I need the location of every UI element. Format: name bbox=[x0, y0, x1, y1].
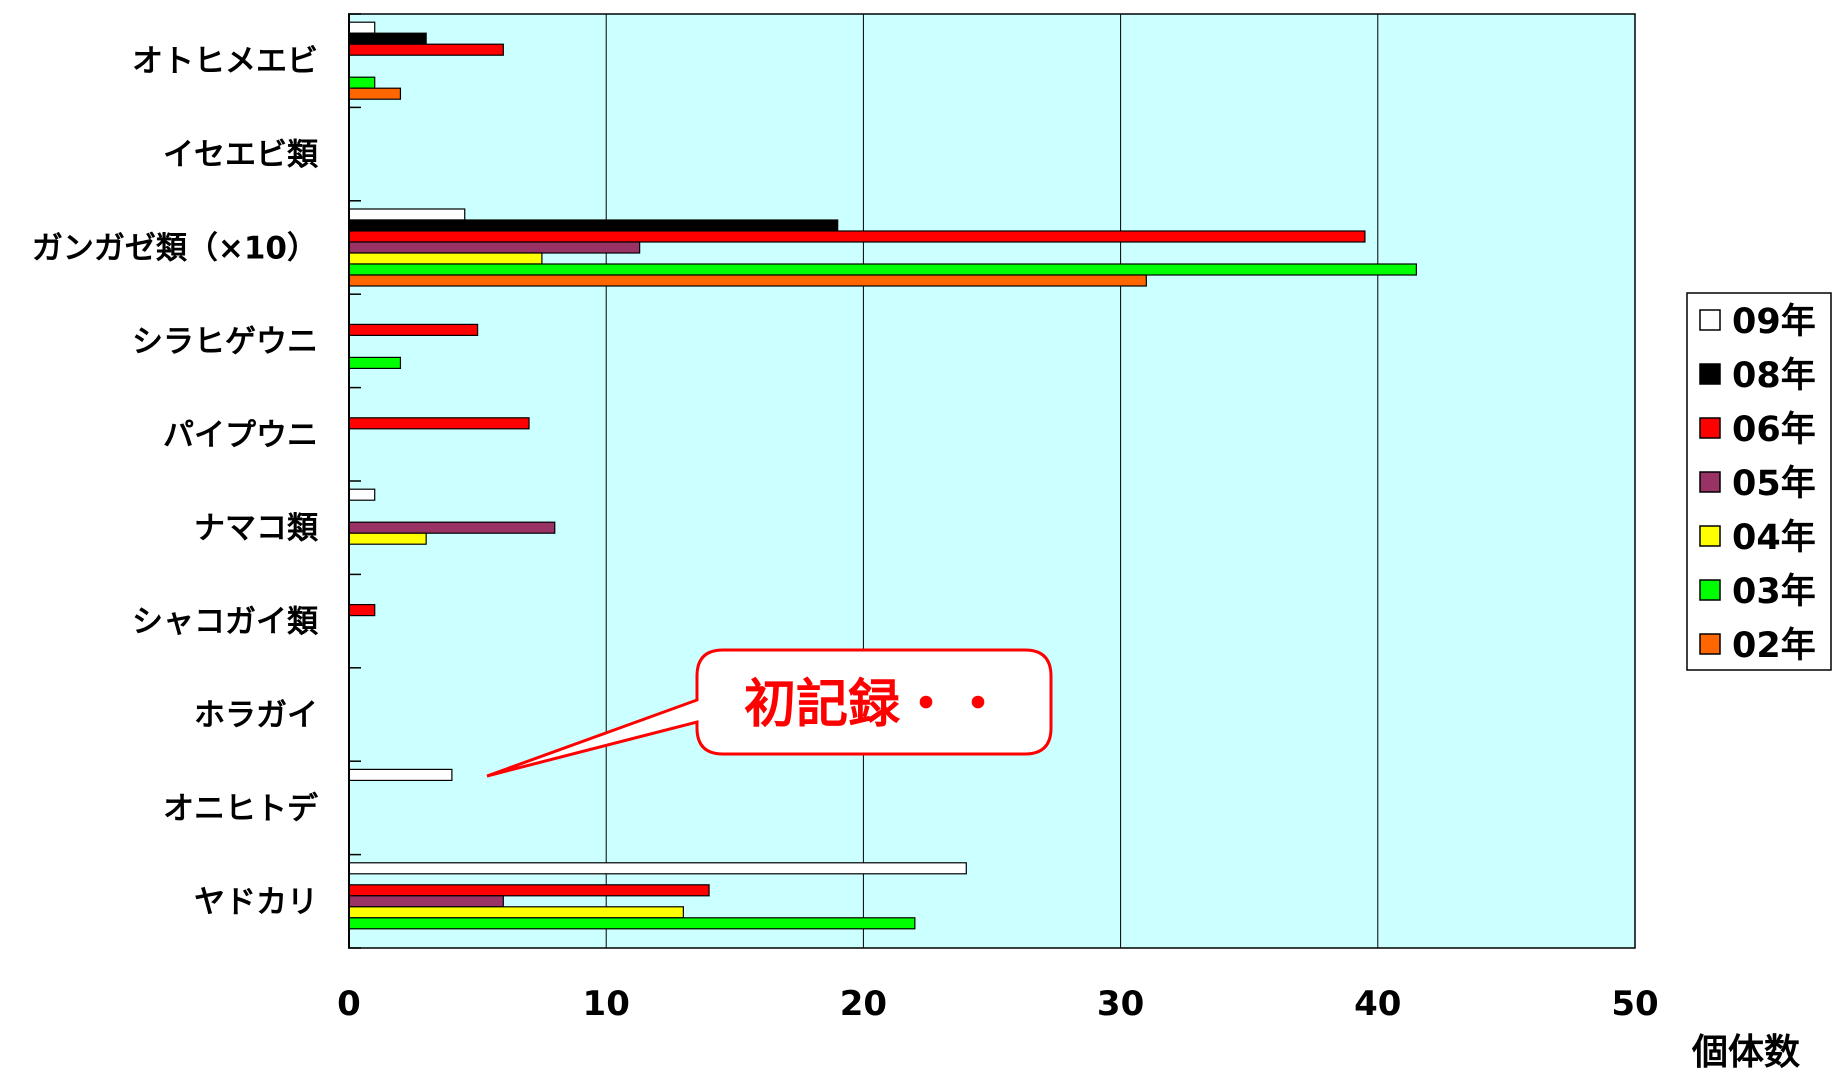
legend-label: 02年 bbox=[1732, 626, 1816, 666]
x-axis-title: 個体数 bbox=[1691, 1032, 1800, 1070]
bar bbox=[348, 532, 427, 545]
bar bbox=[348, 32, 427, 45]
bar bbox=[348, 356, 402, 369]
bar bbox=[348, 862, 967, 875]
category-label: シャコガイ類 bbox=[132, 604, 319, 640]
category-label: シラヒゲウニ bbox=[132, 324, 318, 360]
bar bbox=[348, 917, 916, 930]
category-label: ガンガゼ類（×10） bbox=[32, 231, 318, 267]
bar bbox=[348, 895, 504, 908]
legend: 09年 08年 06年 05年 04年 03年 02年 bbox=[1686, 292, 1832, 671]
grid-lines bbox=[605, 14, 1379, 948]
category-label: オニヒトデ bbox=[163, 791, 319, 827]
callout-bubble bbox=[486, 648, 1053, 778]
legend-swatch bbox=[1699, 525, 1721, 547]
x-tick-labels: 0 10 20 30 40 50 bbox=[337, 984, 1659, 1024]
bar bbox=[348, 488, 376, 501]
legend-label: 03年 bbox=[1732, 572, 1816, 612]
bar bbox=[348, 43, 504, 56]
x-tick-label: 50 bbox=[1611, 984, 1658, 1024]
legend-swatch bbox=[1699, 417, 1721, 439]
category-label: イセエビ類 bbox=[163, 137, 319, 173]
callout-text: 初記録・・ bbox=[744, 675, 1004, 735]
bar bbox=[348, 906, 684, 919]
category-label: パイプウニ bbox=[163, 417, 318, 453]
bar bbox=[348, 323, 479, 336]
bar bbox=[348, 208, 466, 221]
bar bbox=[348, 219, 839, 232]
legend-label: 08年 bbox=[1732, 356, 1816, 396]
y-axis-ticks bbox=[348, 13, 361, 949]
bar bbox=[348, 241, 641, 254]
bar bbox=[348, 76, 376, 89]
x-tick-label: 0 bbox=[337, 984, 361, 1024]
bar bbox=[348, 230, 1366, 243]
bar bbox=[348, 263, 1417, 276]
bar bbox=[348, 21, 376, 34]
category-label: ナマコ類 bbox=[194, 511, 319, 547]
bar bbox=[348, 521, 556, 534]
category-label: ヤドカリ bbox=[194, 884, 318, 920]
plot-background bbox=[348, 13, 1636, 949]
legend-swatch bbox=[1699, 579, 1721, 601]
category-label: ホラガイ bbox=[194, 698, 318, 734]
x-tick-label: 40 bbox=[1354, 984, 1401, 1024]
bar bbox=[348, 768, 453, 782]
bar bbox=[348, 603, 376, 617]
bar bbox=[348, 274, 1147, 287]
legend-label: 05年 bbox=[1732, 464, 1816, 504]
bar bbox=[348, 417, 530, 430]
x-tick-label: 20 bbox=[840, 984, 887, 1024]
x-tick-label: 10 bbox=[583, 984, 630, 1024]
bar bbox=[348, 252, 543, 265]
legend-label: 09年 bbox=[1732, 302, 1816, 342]
legend-label: 06年 bbox=[1732, 410, 1816, 450]
category-label: オトヒメエビ bbox=[132, 44, 318, 80]
legend-swatch bbox=[1699, 309, 1721, 331]
legend-swatch bbox=[1699, 471, 1721, 493]
legend-swatch bbox=[1699, 363, 1721, 385]
annotation-callout: 初記録・・ bbox=[486, 648, 1053, 778]
x-tick-label: 30 bbox=[1097, 984, 1144, 1024]
legend-swatch bbox=[1699, 633, 1721, 655]
bar bbox=[348, 87, 402, 100]
bar bbox=[348, 884, 710, 897]
legend-label: 04年 bbox=[1732, 518, 1816, 558]
